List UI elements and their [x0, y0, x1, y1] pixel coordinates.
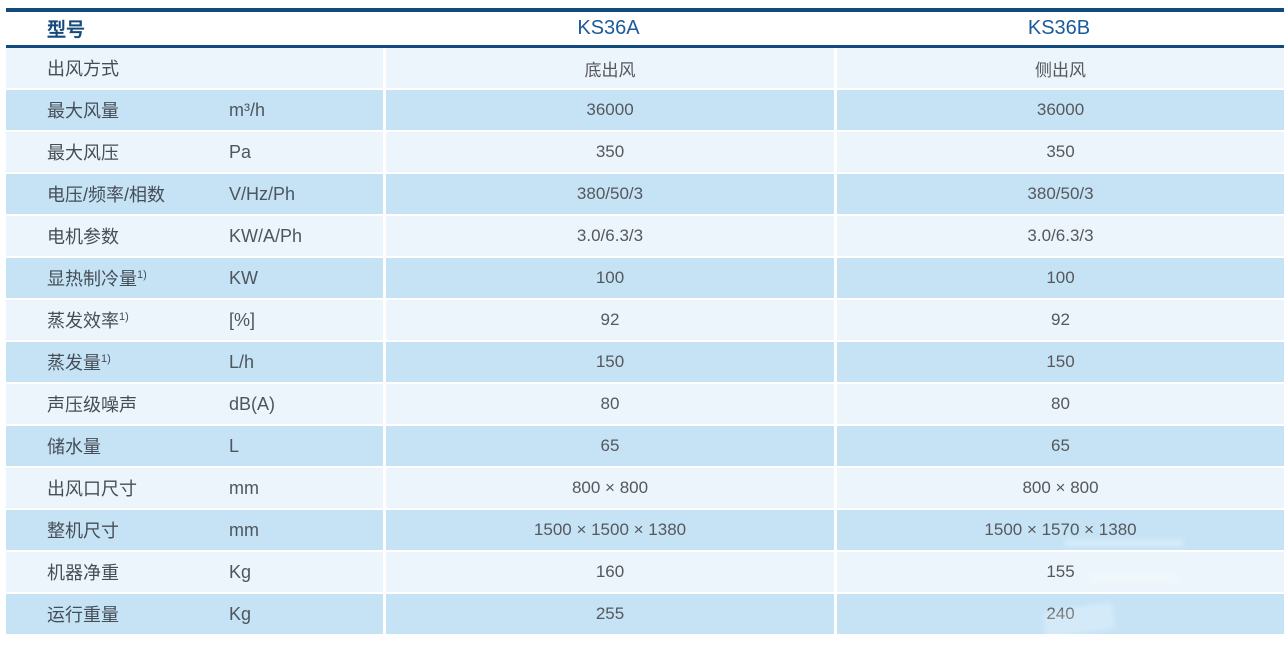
row-label: 出风方式 — [6, 48, 229, 90]
value-ks36a: 350 — [383, 132, 835, 174]
row-label: 蒸发效率1) — [6, 300, 229, 342]
row-label: 整机尺寸 — [6, 510, 229, 552]
table-row: 出风方式 底出风 侧出风 — [6, 48, 1284, 90]
row-label-text: 运行重量 — [47, 605, 119, 625]
row-label-text: 储水量 — [47, 437, 101, 457]
spec-table-body: 出风方式 底出风 侧出风 最大风量 m³/h 36000 36000 最大风压 … — [6, 48, 1284, 636]
row-unit: KW — [229, 258, 384, 300]
table-row: 运行重量 Kg 255 240 — [6, 594, 1284, 636]
value-ks36a: 92 — [383, 300, 835, 342]
value-ks36a: 100 — [383, 258, 835, 300]
value-ks36b: 65 — [834, 426, 1284, 468]
row-label-text: 蒸发量 — [47, 353, 101, 373]
value-ks36a: 800 × 800 — [383, 468, 835, 510]
table-row: 最大风压 Pa 350 350 — [6, 132, 1284, 174]
spec-table: 型号 KS36A KS36B 出风方式 底出风 侧出风 最大风量 m³/h 36… — [6, 8, 1284, 636]
footnote-marker: 1) — [137, 269, 147, 281]
table-row: 储水量 L 65 65 — [6, 426, 1284, 468]
header-row: 型号 KS36A KS36B — [6, 8, 1284, 48]
value-ks36b: 800 × 800 — [834, 468, 1284, 510]
row-unit: m³/h — [229, 90, 384, 132]
row-label-text: 声压级噪声 — [47, 395, 137, 415]
table-row: 电机参数 KW/A/Ph 3.0/6.3/3 3.0/6.3/3 — [6, 216, 1284, 258]
row-label: 显热制冷量1) — [6, 258, 229, 300]
value-ks36a: 36000 — [383, 90, 835, 132]
row-unit: [%] — [229, 300, 384, 342]
table-row: 显热制冷量1) KW 100 100 — [6, 258, 1284, 300]
row-label-text: 机器净重 — [47, 563, 119, 583]
row-unit — [229, 48, 384, 90]
value-ks36a: 380/50/3 — [383, 174, 835, 216]
value-ks36b: 1500 × 1570 × 1380 — [834, 510, 1284, 552]
value-ks36b: 240 — [834, 594, 1284, 636]
table-row: 最大风量 m³/h 36000 36000 — [6, 90, 1284, 132]
value-ks36b: 侧出风 — [834, 48, 1284, 90]
row-label: 出风口尺寸 — [6, 468, 229, 510]
row-label-text: 出风口尺寸 — [47, 479, 137, 499]
row-unit: Kg — [229, 552, 384, 594]
value-ks36a: 150 — [383, 342, 835, 384]
value-ks36b: 155 — [834, 552, 1284, 594]
value-ks36b: 350 — [834, 132, 1284, 174]
model-column-label: 型号 — [6, 8, 384, 48]
table-row: 蒸发效率1) [%] 92 92 — [6, 300, 1284, 342]
row-label-text: 最大风量 — [47, 101, 119, 121]
row-unit: mm — [229, 468, 384, 510]
row-label-text: 蒸发效率 — [47, 311, 119, 331]
row-label: 最大风量 — [6, 90, 229, 132]
row-label: 蒸发量1) — [6, 342, 229, 384]
model-b-header: KS36B — [834, 8, 1284, 48]
value-ks36a: 3.0/6.3/3 — [383, 216, 835, 258]
row-unit: Kg — [229, 594, 384, 636]
row-unit: mm — [229, 510, 384, 552]
row-unit: dB(A) — [229, 384, 384, 426]
row-label: 最大风压 — [6, 132, 229, 174]
row-unit: Pa — [229, 132, 384, 174]
row-label: 储水量 — [6, 426, 229, 468]
value-ks36a: 160 — [383, 552, 835, 594]
row-unit: KW/A/Ph — [229, 216, 384, 258]
value-ks36b: 150 — [834, 342, 1284, 384]
table-row: 蒸发量1) L/h 150 150 — [6, 342, 1284, 384]
row-label: 声压级噪声 — [6, 384, 229, 426]
value-ks36a: 255 — [383, 594, 835, 636]
row-label-text: 整机尺寸 — [47, 521, 119, 541]
value-ks36a: 65 — [383, 426, 835, 468]
table-row: 电压/频率/相数 V/Hz/Ph 380/50/3 380/50/3 — [6, 174, 1284, 216]
value-ks36b: 3.0/6.3/3 — [834, 216, 1284, 258]
row-label: 机器净重 — [6, 552, 229, 594]
row-label-text: 显热制冷量 — [47, 269, 137, 289]
row-unit: V/Hz/Ph — [229, 174, 384, 216]
row-label-text: 电机参数 — [47, 227, 119, 247]
value-ks36a: 底出风 — [383, 48, 835, 90]
row-label: 电机参数 — [6, 216, 229, 258]
value-ks36b: 100 — [834, 258, 1284, 300]
footnote-marker: 1) — [101, 353, 111, 365]
value-ks36a: 1500 × 1500 × 1380 — [383, 510, 835, 552]
value-ks36a: 80 — [383, 384, 835, 426]
table-row: 机器净重 Kg 160 155 — [6, 552, 1284, 594]
row-label-text: 出风方式 — [47, 59, 119, 79]
table-row: 整机尺寸 mm 1500 × 1500 × 1380 1500 × 1570 ×… — [6, 510, 1284, 552]
table-row: 出风口尺寸 mm 800 × 800 800 × 800 — [6, 468, 1284, 510]
value-ks36b: 380/50/3 — [834, 174, 1284, 216]
value-ks36b: 92 — [834, 300, 1284, 342]
spec-table-header: 型号 KS36A KS36B — [6, 8, 1284, 48]
row-unit: L — [229, 426, 384, 468]
row-unit: L/h — [229, 342, 384, 384]
row-label: 运行重量 — [6, 594, 229, 636]
row-label-text: 电压/频率/相数 — [47, 185, 166, 205]
footnote-marker: 1) — [119, 311, 129, 323]
value-ks36b: 36000 — [834, 90, 1284, 132]
value-ks36b: 80 — [834, 384, 1284, 426]
row-label: 电压/频率/相数 — [6, 174, 229, 216]
table-row: 声压级噪声 dB(A) 80 80 — [6, 384, 1284, 426]
row-label-text: 最大风压 — [47, 143, 119, 163]
model-a-header: KS36A — [383, 8, 835, 48]
